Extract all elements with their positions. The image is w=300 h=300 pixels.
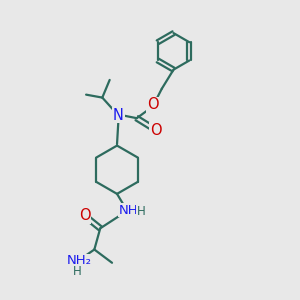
Text: H: H (137, 205, 146, 218)
Text: NH₂: NH₂ (67, 254, 92, 267)
Text: O: O (150, 123, 162, 138)
Text: O: O (147, 98, 159, 112)
Text: H: H (73, 266, 82, 278)
Text: O: O (79, 208, 91, 224)
Text: NH: NH (118, 204, 138, 217)
Text: N: N (113, 108, 124, 123)
